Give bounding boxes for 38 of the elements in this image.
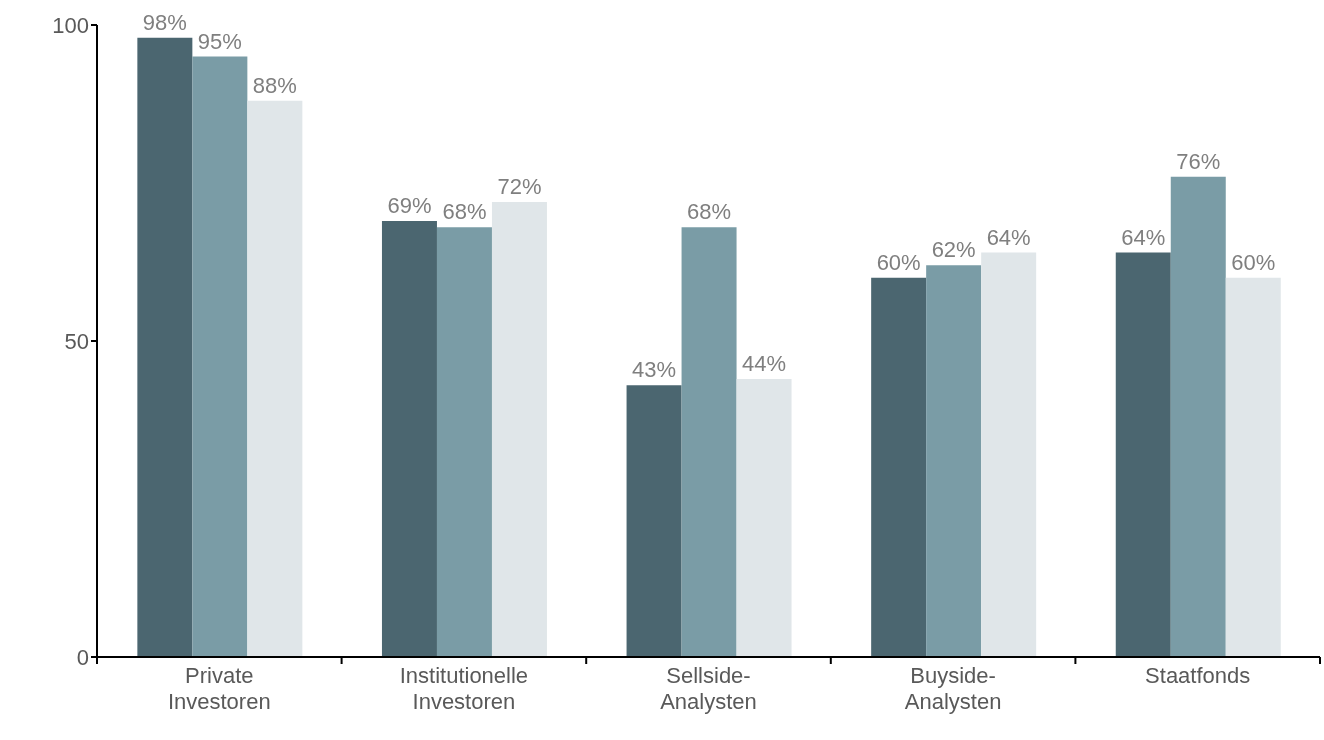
bar	[491, 201, 547, 657]
bar	[1170, 176, 1226, 657]
data-label: 98%	[142, 9, 187, 35]
bar	[626, 385, 682, 657]
data-label: 72%	[497, 173, 542, 199]
data-label: 64%	[986, 224, 1031, 250]
data-label: 76%	[1176, 148, 1221, 174]
bar	[736, 378, 792, 657]
bar	[1115, 252, 1171, 657]
data-label: 43%	[632, 357, 677, 383]
x-tick-label: Sellside-Analysten	[660, 663, 757, 714]
x-tick-label: Institutionelle Investoren	[399, 663, 529, 714]
bar	[137, 37, 193, 657]
data-label: 60%	[1231, 249, 1276, 275]
x-tick-label: Staatfonds	[1145, 663, 1251, 688]
bar	[1225, 277, 1281, 657]
y-tick-label: 100	[52, 12, 89, 38]
bar	[247, 100, 303, 657]
data-label: 44%	[742, 350, 787, 376]
bar	[981, 252, 1037, 657]
data-label: 88%	[252, 72, 297, 98]
data-label: 64%	[1121, 224, 1166, 250]
x-tick-label: Private Investoren	[167, 663, 271, 714]
x-tick-label: Buyside-Analysten	[904, 663, 1002, 714]
bar	[871, 277, 927, 657]
bar	[436, 227, 492, 657]
data-label: 62%	[931, 237, 976, 263]
bar	[926, 265, 982, 657]
data-label: 95%	[197, 28, 242, 54]
data-label: 68%	[687, 199, 732, 225]
data-label: 68%	[442, 199, 487, 225]
y-tick-label: 0	[76, 644, 89, 670]
data-label: 60%	[876, 249, 921, 275]
y-tick-label: 50	[64, 328, 89, 354]
bar	[681, 227, 737, 657]
bar	[192, 56, 248, 657]
bar	[381, 220, 437, 657]
data-label: 69%	[387, 192, 432, 218]
